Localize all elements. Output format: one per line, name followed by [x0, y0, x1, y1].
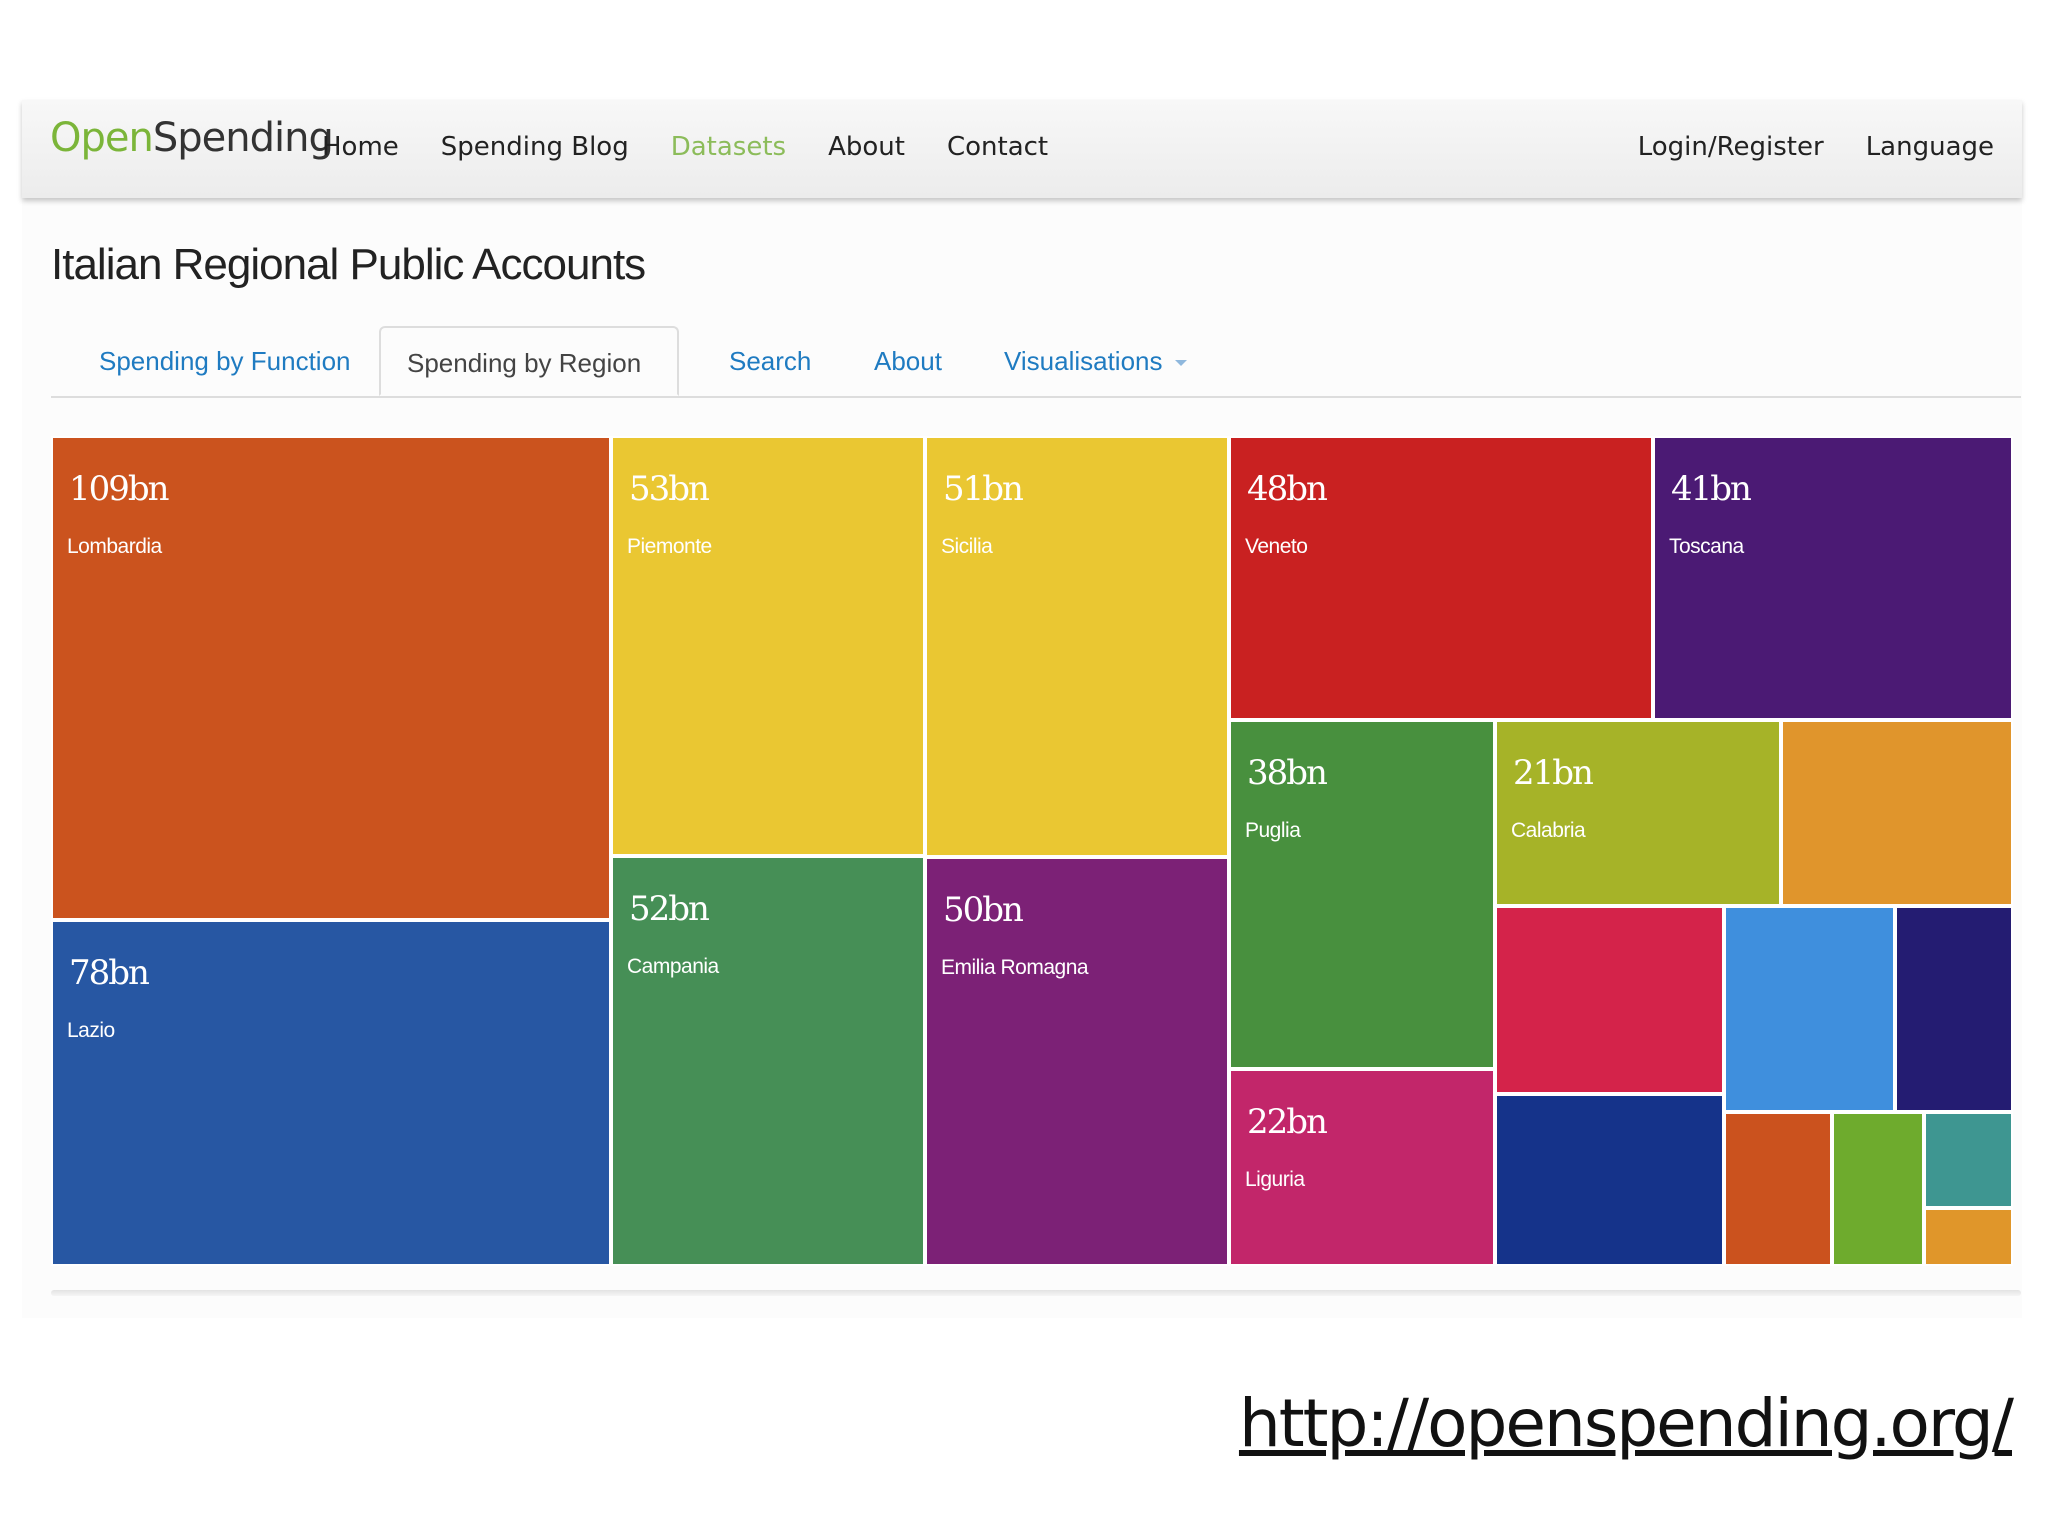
tab-about[interactable]: About — [874, 346, 942, 376]
nav-language[interactable]: Language — [1865, 132, 1994, 162]
treemap-cell-amount: 52bn — [629, 889, 710, 929]
treemap-cell-amount: 22bn — [1247, 1102, 1328, 1142]
nav-login-register[interactable]: Login/Register — [1637, 132, 1824, 162]
tab-search[interactable]: Search — [729, 346, 812, 376]
treemap-cell[interactable] — [1895, 906, 2013, 1112]
treemap-cell-amount: 53bn — [629, 469, 710, 509]
nav-home[interactable]: Home — [322, 132, 399, 162]
treemap-cell-amount: 50bn — [943, 890, 1024, 930]
treemap-cell-amount: 48bn — [1247, 469, 1328, 509]
footer-url-link[interactable]: http://openspending.org/ — [1238, 1385, 2014, 1462]
treemap-cell[interactable]: 78bn Lazio — [51, 920, 611, 1266]
treemap-cell[interactable] — [1724, 906, 1895, 1112]
treemap-cell-region-name: Campania — [627, 955, 719, 978]
treemap-cell[interactable] — [1495, 1094, 1724, 1266]
nav-contact[interactable]: Contact — [946, 132, 1049, 162]
treemap-cell[interactable]: 38bn Puglia — [1229, 720, 1495, 1069]
treemap-cell[interactable] — [1495, 906, 1724, 1094]
top-navbar: OpenSpending Home Spending Blog Datasets… — [22, 100, 2022, 198]
page-title: Italian Regional Public Accounts — [51, 240, 646, 289]
treemap-cell-region-name: Lazio — [67, 1019, 115, 1042]
treemap-cell[interactable] — [1781, 720, 2013, 906]
treemap-cell[interactable] — [1924, 1112, 2013, 1208]
treemap-cell-region-name: Liguria — [1245, 1168, 1305, 1191]
treemap-cell[interactable]: 50bn Emilia Romagna — [925, 857, 1229, 1266]
tab-spending-by-region[interactable]: Spending by Region — [379, 326, 679, 396]
treemap-cell[interactable]: 52bn Campania — [611, 856, 925, 1266]
treemap-cell-region-name: Emilia Romagna — [941, 956, 1089, 979]
treemap-cell[interactable] — [1724, 1112, 1832, 1266]
treemap-cell-amount: 41bn — [1671, 469, 1752, 509]
nav-datasets[interactable]: Datasets — [670, 132, 787, 162]
nav-about[interactable]: About — [828, 132, 905, 162]
treemap-cell-region-name: Piemonte — [627, 535, 712, 558]
treemap-cell-region-name: Veneto — [1245, 535, 1308, 558]
treemap-cell[interactable]: 21bn Calabria — [1495, 720, 1781, 906]
openspending-logo[interactable]: OpenSpending — [50, 115, 334, 161]
screenshot-frame: OpenSpending Home Spending Blog Datasets… — [22, 100, 2022, 1318]
logo-open-text: Open — [50, 115, 154, 161]
treemap-cell[interactable] — [1832, 1112, 1924, 1266]
treemap-cell-region-name: Lombardia — [67, 535, 162, 558]
treemap-cell[interactable] — [1924, 1208, 2013, 1266]
treemap-cell[interactable]: 109bn Lombardia — [51, 436, 611, 920]
treemap-cell[interactable]: 48bn Veneto — [1229, 436, 1653, 720]
tab-visualisations[interactable]: Visualisations — [1004, 326, 1187, 396]
treemap-cell-amount: 109bn — [69, 469, 170, 509]
logo-spending-text: Spending — [152, 115, 334, 161]
caret-down-icon — [1174, 360, 1187, 367]
tab-spending-by-function[interactable]: Spending by Function — [99, 346, 351, 376]
treemap-cell-amount: 78bn — [69, 953, 150, 993]
content-divider — [51, 1290, 2021, 1296]
treemap-cell[interactable]: 41bn Toscana — [1653, 436, 2013, 720]
treemap-cell-amount: 51bn — [943, 469, 1024, 509]
tab-visualisations-label: Visualisations — [1004, 346, 1163, 376]
nav-spending-blog[interactable]: Spending Blog — [440, 132, 629, 162]
treemap-cell-amount: 38bn — [1247, 753, 1328, 793]
dataset-tabs: Spending by Function Spending by Region … — [51, 326, 2021, 398]
treemap-cell-amount: 21bn — [1513, 753, 1594, 793]
treemap-cell[interactable]: 51bn Sicilia — [925, 436, 1229, 857]
treemap-cell[interactable]: 53bn Piemonte — [611, 436, 925, 856]
spending-treemap: 109bn Lombardia 78bn Lazio 53bn Piemonte 52bn C… — [51, 436, 2013, 1266]
treemap-cell-region-name: Toscana — [1669, 535, 1744, 558]
treemap-cell[interactable]: 22bn Liguria — [1229, 1069, 1495, 1266]
user-nav: Login/Register Language — [1596, 134, 1994, 160]
treemap-cell-region-name: Sicilia — [941, 535, 993, 558]
main-nav: Home Spending Blog Datasets About Contac… — [322, 134, 1090, 160]
treemap-cell-region-name: Calabria — [1511, 819, 1586, 842]
treemap-cell-region-name: Puglia — [1245, 819, 1301, 842]
